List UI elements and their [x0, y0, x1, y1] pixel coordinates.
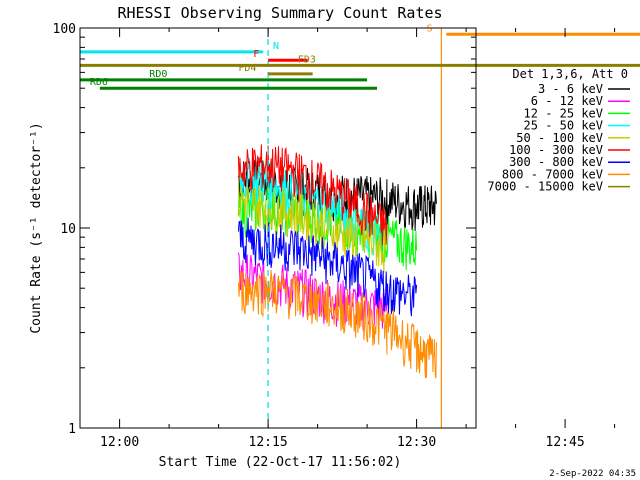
legend-label-50-100-kev: 50 - 100 keV — [516, 131, 603, 145]
footer-timestamp: 2-Sep-2022 04:35 — [549, 469, 636, 479]
chart-title: RHESSI Observing Summary Count Rates — [117, 4, 442, 22]
legend-label-6-12-kev: 6 - 12 keV — [531, 94, 603, 108]
legend-label-7000-15000-kev: 7000 - 15000 keV — [487, 180, 603, 194]
plot-data — [237, 144, 437, 379]
legend-label-300-800-kev: 300 - 800 keV — [509, 155, 603, 169]
flag-label-fd4: FD4 — [238, 63, 256, 74]
flag-label-fd3: FD3 — [298, 54, 316, 65]
y-tick-label: 1 — [68, 422, 76, 437]
y-axis-label: Count Rate (s⁻¹ detector⁻¹) — [29, 122, 44, 333]
legend-label-800-7000-kev: 800 - 7000 keV — [502, 167, 603, 181]
y-tick-label: 100 — [53, 22, 76, 37]
time-markers — [267, 28, 442, 428]
series-300-800-kev — [237, 217, 418, 317]
x-axis-label: Start Time (22-Oct-17 11:56:02) — [159, 455, 402, 470]
flag-label-rd0: RD0 — [149, 69, 167, 80]
y-axis: 1 10 100 — [53, 22, 476, 437]
legend-label-100-300-kev: 100 - 300 keV — [509, 143, 603, 157]
series-25-50-kev — [237, 158, 388, 259]
series-6-12-kev — [237, 252, 388, 331]
x-tick-label: 12:00 — [100, 435, 139, 450]
x-tick-label: 12:30 — [397, 435, 436, 450]
x-tick-label: 12:15 — [249, 435, 288, 450]
observing-flags: N S F FD3 FD4 RD0 RD6 — [80, 23, 640, 90]
flag-label-n: N — [273, 41, 279, 52]
legend-label-3-6-kev: 3 - 6 keV — [538, 82, 603, 96]
y-tick-label: 10 — [60, 222, 76, 237]
legend-header: Det 1,3,6, Att 0 — [512, 67, 628, 81]
series-800-7000-kev — [237, 270, 437, 379]
flag-label-rd6: RD6 — [90, 77, 108, 88]
flag-label-f: F — [253, 49, 259, 60]
x-tick-label: 12:45 — [546, 435, 585, 450]
legend-label-12-25-kev: 12 - 25 keV — [524, 106, 603, 120]
series-100-300-kev — [237, 144, 388, 246]
series-12-25-kev — [237, 187, 418, 271]
flag-label-s: S — [427, 23, 433, 34]
legend-label-25-50-kev: 25 - 50 keV — [524, 119, 603, 133]
